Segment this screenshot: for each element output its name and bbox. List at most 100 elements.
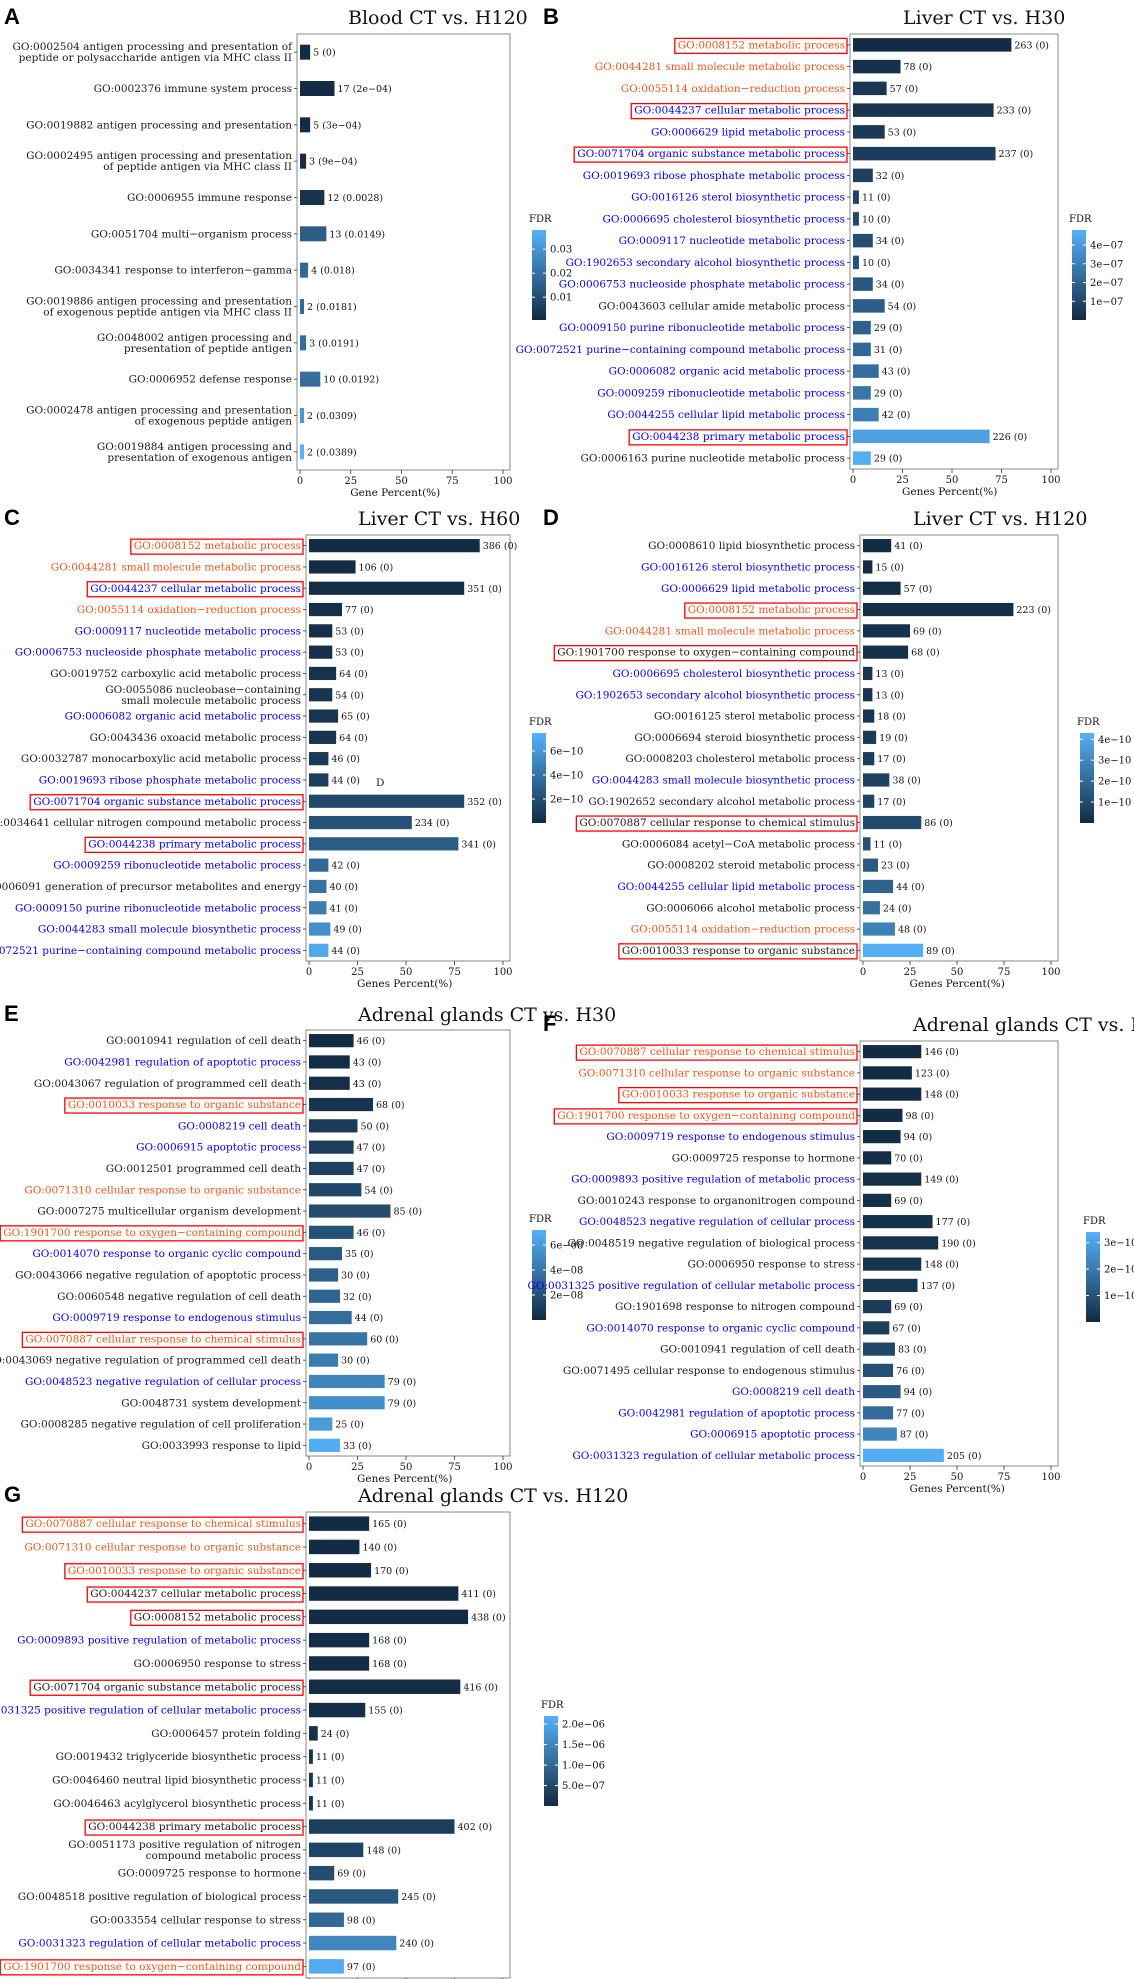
category-label: GO:0046463 acylglycerol biosynthetic pro…	[53, 1798, 301, 1810]
bar	[309, 560, 356, 574]
category-label: GO:0072521 purine−containing compound me…	[0, 945, 301, 957]
bar	[863, 1193, 892, 1207]
category-label-line: GO:0008203 cholesterol metabolic process	[625, 753, 855, 765]
category-label: GO:0044238 primary metabolic process	[84, 1819, 304, 1836]
bar	[309, 688, 333, 702]
highlight-box	[575, 815, 858, 832]
bar	[853, 451, 871, 465]
legend-tick-label: 3e−07	[1090, 259, 1123, 270]
category-label-line: GO:0031323 regulation of cellular metabo…	[18, 1938, 301, 1950]
category-label: GO:0071495 cellular response to endogeno…	[563, 1365, 855, 1377]
data-label: 47 (0)	[357, 1143, 386, 1154]
bar	[863, 1448, 944, 1462]
bar	[853, 125, 885, 139]
category-label: GO:0034641 cellular nitrogen compound me…	[0, 817, 301, 829]
bar	[863, 624, 910, 638]
category-label-line: GO:0031325 positive regulation of cellul…	[528, 1280, 855, 1292]
category-label: GO:0071310 cellular response to organic …	[24, 1541, 301, 1553]
category-label-line: GO:0009259 ribonucleotide metabolic proc…	[53, 860, 301, 872]
category-label-line: GO:0009117 nucleotide metabolic process	[75, 625, 301, 637]
data-label: 79 (0)	[388, 1377, 417, 1388]
data-label: 42 (0)	[331, 861, 360, 872]
category-label-line: GO:0006082 organic acid metabolic proces…	[65, 711, 301, 723]
data-label: 46 (0)	[357, 1036, 386, 1047]
category-label-line: GO:0033993 response to lipid	[142, 1440, 302, 1452]
category-label: GO:0006084 acetyl−CoA metabolic process	[622, 838, 855, 850]
data-label: 5 (3e−04)	[313, 120, 361, 131]
data-label: 149 (0)	[924, 1175, 959, 1186]
category-label-line: GO:0070887 cellular response to chemical…	[25, 1333, 301, 1345]
bar	[300, 81, 335, 96]
highlight-box	[86, 1586, 304, 1603]
data-label: 411 (0)	[461, 1589, 496, 1600]
data-label: 402 (0)	[458, 1822, 493, 1833]
category-label-line: GO:0044237 cellular metabolic process	[90, 1588, 301, 1600]
legend-tick-label: 0.02	[550, 269, 572, 280]
category-label-line: GO:0044255 cellular lipid metabolic proc…	[607, 409, 845, 421]
bar	[863, 815, 922, 830]
category-label: GO:1901700 response to oxygen−containing…	[0, 1225, 304, 1242]
bar	[309, 773, 329, 787]
bar	[309, 1912, 344, 1927]
category-label: GO:0044281 small molecule metabolic proc…	[595, 61, 845, 73]
category-label-line: GO:0007275 multicellular organism develo…	[37, 1206, 301, 1218]
category-label-line: GO:0002504 antigen processing and presen…	[13, 41, 294, 53]
bar	[863, 539, 892, 553]
category-label: GO:0006066 alcohol metabolic process	[646, 902, 855, 914]
category-label-line: GO:0010033 response to organic substance	[622, 945, 855, 957]
data-label: 65 (0)	[341, 712, 370, 723]
bar	[863, 1045, 922, 1059]
data-label: 11 (0)	[316, 1775, 345, 1786]
category-label: GO:0008219 cell death	[178, 1120, 301, 1132]
bar	[309, 943, 329, 957]
highlight-box	[21, 1516, 304, 1533]
data-label: 13 (0)	[875, 690, 904, 701]
category-label: GO:0044281 small molecule metabolic proc…	[605, 625, 855, 637]
x-axis-label: Genes Percent(%)	[910, 978, 1005, 990]
category-label: GO:0044283 small molecule biosynthetic p…	[592, 774, 855, 786]
category-label-line: GO:0009725 response to hormone	[672, 1152, 855, 1164]
category-label-line: presentation of peptide antigen	[124, 343, 292, 355]
bar	[853, 255, 859, 270]
bar	[863, 602, 1014, 617]
bar	[863, 581, 901, 595]
data-label: 240 (0)	[399, 1939, 434, 1950]
bar	[853, 103, 994, 117]
data-label: 5 (0)	[313, 48, 336, 59]
data-label: 53 (0)	[335, 626, 364, 637]
category-label-line: GO:0034641 cellular nitrogen compound me…	[0, 817, 301, 829]
category-label: GO:0009150 purine ribonucleotide metabol…	[559, 322, 845, 334]
highlight-box	[21, 1331, 304, 1348]
bar	[309, 1076, 350, 1090]
x-tick-label: 100	[493, 967, 512, 978]
category-label-line: GO:0006753 nucleoside phosphate metaboli…	[559, 279, 845, 291]
category-label: GO:0010033 response to organic substance	[64, 1563, 304, 1580]
bar	[309, 1726, 318, 1741]
chart-panel-g: G Adrenal glands CT vs. H120 165 (0) GO:007…	[0, 1482, 628, 1979]
category-label: GO:0019886 antigen processing and presen…	[26, 296, 292, 319]
category-label-line: GO:0016125 sterol metabolic process	[654, 711, 855, 723]
data-label: 10 (0.0192)	[323, 375, 379, 386]
category-label: GO:0016126 sterol biosynthetic process	[641, 561, 855, 573]
highlight-box	[84, 836, 304, 853]
bar	[309, 624, 333, 638]
category-label-line: GO:0002376 immune system process	[94, 83, 292, 95]
category-label-line: GO:0055086 nucleobase−containing	[105, 684, 301, 696]
category-label-line: GO:0006457 protein folding	[151, 1728, 301, 1740]
highlight-box	[86, 581, 304, 598]
data-label: 54 (0)	[364, 1185, 393, 1196]
category-label: GO:0051173 positive regulation of nitrog…	[68, 1839, 301, 1862]
x-tick-label: 0	[297, 476, 303, 487]
category-label: GO:0044281 small molecule metabolic proc…	[51, 561, 301, 573]
category-label: GO:0071704 organic substance metabolic p…	[29, 1679, 304, 1696]
bar	[309, 1796, 313, 1811]
bar	[853, 38, 1012, 52]
bar	[309, 709, 339, 723]
category-label: GO:0006082 organic acid metabolic proces…	[609, 366, 845, 378]
bar	[853, 190, 859, 204]
category-label: GO:0060548 negative regulation of cell d…	[57, 1291, 301, 1303]
chart-panel-c: C Liver CT vs. H60 386 (0) GO:0008152 metab…	[0, 505, 583, 990]
category-label: GO:0044237 cellular metabolic process	[630, 102, 848, 120]
data-label: 190 (0)	[941, 1238, 976, 1249]
category-label: GO:0008219 cell death	[732, 1386, 855, 1398]
